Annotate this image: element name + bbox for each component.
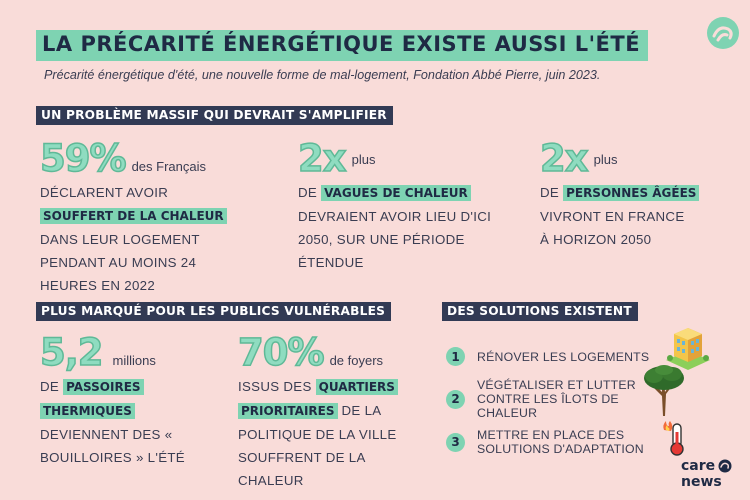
stat-highlight: PERSONNES ÂGÉES [563, 185, 700, 201]
page-title: LA PRÉCARITÉ ÉNERGÉTIQUE EXISTE AUSSI L'… [36, 30, 649, 61]
stat-suffix: millions [112, 353, 156, 368]
solution-text: CONTRE LES ÎLOTS DE [477, 392, 619, 406]
stat-value: 5,2 [39, 331, 104, 374]
stat-line: DEVRAIENT AVOIR LIEU D'ICI [298, 209, 492, 224]
stat-line: À HORIZON 2050 [540, 232, 652, 247]
solution-number: 1 [446, 347, 465, 366]
stat-line: ÉTENDUE [298, 255, 364, 270]
stat-highlight: VAGUES DE CHALEUR [321, 185, 471, 201]
brand-wave-icon [718, 459, 732, 473]
stat-line: POLITIQUE DE LA VILLE [238, 427, 397, 442]
stat-value: 59% [39, 137, 127, 180]
stat-pre: DE [540, 185, 560, 200]
stat-suffix: plus [593, 152, 618, 167]
solution-text: SOLUTIONS D'ADAPTATION [477, 442, 644, 456]
solution-number: 2 [446, 389, 465, 409]
stat-highlight: SOUFFERT DE LA CHALEUR [40, 208, 227, 224]
stat-heatwaves: 2x plus DE VAGUES DE CHALEUR DEVRAIENT A… [297, 137, 492, 274]
stat-value: 2x [539, 137, 589, 180]
stat-suffix: des Français [131, 159, 206, 174]
section-heading-solutions: DES SOLUTIONS EXISTENT [442, 302, 638, 321]
stat-highlight: THERMIQUES [40, 403, 135, 419]
stat-value: 2x [297, 137, 347, 180]
stat-value: 70% [237, 331, 325, 374]
stat-suffix: de foyers [329, 353, 384, 368]
stat-line: DANS LEUR LOGEMENT [40, 232, 200, 247]
stat-line: DÉCLARENT AVOIR [40, 185, 169, 200]
stat-highlight: QUARTIERS [315, 379, 398, 395]
stat-line: PENDANT AU MOINS 24 [40, 255, 197, 270]
stat-line: 2050, SUR UNE PÉRIODE [298, 232, 465, 247]
page-subtitle: Précarité énergétique d'été, une nouvell… [44, 68, 601, 82]
solution-text: CHALEUR [477, 406, 538, 420]
stat-highlight: PRIORITAIRES [238, 403, 338, 419]
carenews-logo: care news [681, 458, 732, 490]
stat-thermal-sieves: 5,2 millions DE PASSOIRES THERMIQUES DEV… [39, 331, 185, 469]
solution-text: VÉGÉTALISER ET LUTTER [477, 378, 636, 392]
solution-item-1: 1 RÉNOVER LES LOGEMENTS [446, 347, 649, 366]
stat-line: VIVRONT EN FRANCE [540, 209, 685, 224]
solution-text: RÉNOVER LES LOGEMENTS [477, 349, 650, 364]
section-heading-vulnerable: PLUS MARQUÉ POUR LES PUBLICS VULNÉRABLES [36, 302, 392, 321]
stat-pre: DE [298, 185, 318, 200]
stat-highlight: PASSOIRES [63, 379, 144, 395]
stat-line: CHALEUR [238, 473, 304, 488]
tree-icon [644, 365, 684, 416]
thermometer-fire-icon [663, 421, 684, 456]
brand-line-1: care [681, 458, 716, 474]
stat-suffix: plus [351, 152, 376, 167]
stat-line: BOUILLOIRES » L'ÉTÉ [40, 450, 185, 465]
stat-59-percent: 59% des Français DÉCLARENT AVOIR SOUFFER… [39, 137, 227, 297]
building-icon [666, 328, 710, 370]
solution-text: METTRE EN PLACE DES [477, 428, 625, 442]
solution-item-3: 3 METTRE EN PLACE DES SOLUTIONS D'ADAPTA… [446, 428, 644, 456]
stat-elderly: 2x plus DE PERSONNES ÂGÉES VIVRONT EN FR… [539, 137, 700, 251]
stat-line: HEURES EN 2022 [40, 278, 156, 293]
stat-priority-neighbourhoods: 70% de foyers ISSUS DES QUARTIERS PRIORI… [237, 331, 398, 492]
stat-line: SOUFFRENT DE LA [238, 450, 366, 465]
carenews-wave-icon [707, 17, 739, 49]
stat-post: DE LA [341, 403, 382, 418]
brand-line-2: news [681, 474, 722, 490]
solution-number: 3 [446, 432, 465, 452]
stat-line: DEVIENNENT DES « [40, 427, 173, 442]
section-heading-problem: UN PROBLÈME MASSIF QUI DEVRAIT S'AMPLIFI… [36, 106, 393, 125]
stat-pre: DE [40, 379, 60, 394]
stat-pre: ISSUS DES [238, 379, 312, 394]
solution-item-2: 2 VÉGÉTALISER ET LUTTER CONTRE LES ÎLOTS… [446, 378, 636, 420]
